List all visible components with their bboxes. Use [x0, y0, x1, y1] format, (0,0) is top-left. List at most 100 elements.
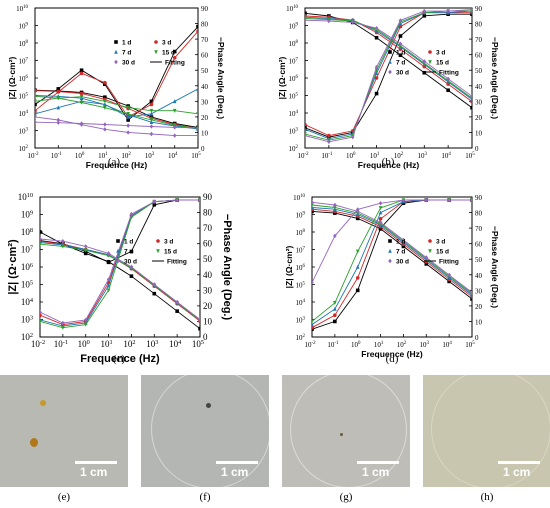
- x-tick-label: 103: [420, 341, 430, 349]
- phase-point: [355, 249, 360, 254]
- phase-point: [79, 94, 84, 99]
- data-layer: [40, 197, 200, 331]
- y-tick-label: 106: [289, 75, 299, 83]
- y-tick-label: 1010: [18, 192, 33, 202]
- x-tick-label: 10-2: [297, 152, 309, 160]
- phase-point: [355, 264, 360, 269]
- phase-point: [35, 114, 37, 120]
- x-tick-label: 103: [146, 339, 158, 349]
- phase-point: [106, 260, 111, 265]
- y2-tick-label: 10: [201, 129, 209, 137]
- scale-bar-label: 1 cm: [503, 465, 531, 479]
- x-tick-label: 100: [75, 152, 85, 160]
- phase-point: [149, 131, 154, 137]
- modulus-line: [35, 121, 198, 129]
- phase-point: [56, 96, 61, 101]
- photo-e: 1 cm: [0, 375, 128, 487]
- legend-label: 15 d: [436, 60, 449, 67]
- modulus-point: [446, 88, 450, 93]
- data-layer: [312, 197, 472, 332]
- scale-bar: [357, 461, 399, 464]
- y-axis-label: |Z| (Ω·cm²): [284, 245, 294, 288]
- phase-point: [35, 111, 37, 116]
- phase-point: [470, 8, 472, 12]
- phase-line: [35, 116, 198, 137]
- x-tick-label: 100: [351, 341, 361, 349]
- legend: 1 d 3 d 7 d 15 d 30 d Fitting: [388, 239, 459, 266]
- phase-point: [422, 8, 427, 14]
- modulus-point: [129, 274, 134, 278]
- modulus-point: [83, 251, 88, 256]
- x-axis-label: Frequence (Hz): [80, 353, 160, 365]
- phase-point: [56, 90, 61, 94]
- legend-label: 1 d: [396, 239, 405, 246]
- y2-tick-label: 0: [203, 332, 208, 342]
- y2-tick-label: 50: [203, 254, 213, 264]
- y-tick-label: 106: [21, 262, 33, 272]
- phase-point: [152, 199, 157, 204]
- legend-marker: [388, 59, 392, 64]
- phase-point: [175, 197, 179, 203]
- legend-marker: [116, 239, 120, 243]
- phase-point: [103, 80, 107, 85]
- modulus-point: [312, 203, 314, 208]
- y-tick-label: 107: [296, 247, 306, 255]
- modulus-point: [305, 16, 307, 21]
- phase-line: [40, 199, 200, 324]
- phase-point: [374, 76, 379, 80]
- legend-label: 7 d: [396, 60, 405, 67]
- coating-ring: [151, 375, 269, 487]
- modulus-line: [312, 208, 472, 298]
- modulus-line: [305, 19, 472, 97]
- x-tick-label: 102: [394, 152, 404, 160]
- x-tick-label: 103: [418, 152, 428, 160]
- modulus-point: [175, 299, 179, 305]
- phase-point: [106, 288, 111, 293]
- x-tick-label: 104: [169, 339, 182, 349]
- legend-marker: [154, 50, 158, 55]
- x-tick-label: 101: [98, 152, 108, 160]
- x-tick-label: 101: [374, 341, 384, 349]
- y-tick-label: 109: [21, 210, 33, 220]
- y2-tick-label: 70: [203, 223, 213, 233]
- y2-tick-label: 80: [203, 208, 213, 218]
- y-tick-label: 105: [289, 93, 299, 101]
- y-tick-label: 1010: [293, 194, 305, 202]
- y2-tick-label: 40: [203, 270, 213, 280]
- modulus-line: [312, 204, 472, 295]
- modulus-point: [103, 95, 107, 99]
- phase-point: [61, 325, 65, 330]
- y-tick-label: 104: [296, 299, 306, 307]
- y-tick-label: 105: [19, 93, 29, 101]
- y-tick-label: 103: [289, 128, 299, 136]
- y-tick-label: 107: [19, 58, 29, 66]
- y-tick-label: 104: [289, 110, 299, 118]
- modulus-point: [312, 209, 314, 214]
- y2-tick-label: 60: [201, 52, 209, 60]
- y-axis-label: |Z| (Ω·cm²): [7, 56, 17, 99]
- y-tick-label: 104: [21, 297, 34, 307]
- phase-line: [312, 199, 472, 283]
- modulus-point: [333, 205, 337, 210]
- y2-tick-label: 10: [475, 318, 483, 326]
- x-tick-label: 100: [78, 339, 90, 349]
- y-tick-label: 102: [289, 145, 299, 153]
- y-tick-label: 104: [19, 110, 29, 118]
- y-tick-label: 106: [19, 75, 29, 83]
- modulus-point: [305, 11, 307, 16]
- phase-point: [305, 125, 307, 130]
- phase-point: [312, 322, 314, 327]
- modulus-point: [424, 262, 429, 266]
- x-tick-label: 102: [397, 341, 407, 349]
- y-tick-label: 108: [21, 227, 33, 237]
- modulus-point: [447, 279, 451, 284]
- y2-tick-label: 30: [201, 98, 209, 106]
- phase-point: [333, 300, 337, 305]
- modulus-point: [398, 53, 403, 58]
- phase-point: [374, 64, 379, 70]
- panel-label: (c): [113, 353, 126, 365]
- scale-bar: [498, 461, 540, 464]
- phase-point: [378, 216, 383, 221]
- panel-label-f: (f): [199, 491, 211, 503]
